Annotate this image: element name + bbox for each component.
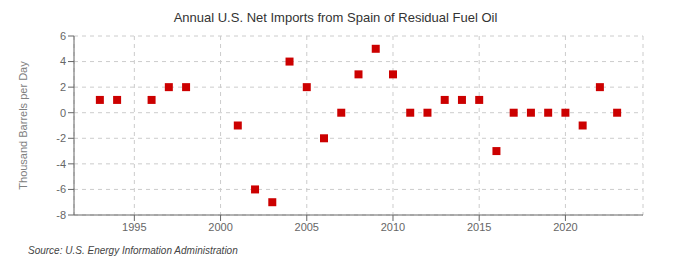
svg-text:0: 0 [60, 107, 66, 119]
svg-text:2005: 2005 [295, 221, 319, 233]
svg-text:Thousand Barrels per Day: Thousand Barrels per Day [17, 61, 29, 190]
svg-text:1995: 1995 [122, 221, 146, 233]
svg-text:2015: 2015 [467, 221, 491, 233]
svg-text:4: 4 [60, 55, 66, 67]
html-text:Source: U.S. Energy Informatio: Source: U.S. Energy Information Administ… [28, 245, 238, 256]
html-text:Annual U.S. Net Imports from S: Annual U.S. Net Imports from Spain of Re… [173, 10, 498, 25]
svg-text:2: 2 [60, 81, 66, 93]
svg-text:2010: 2010 [381, 221, 405, 233]
svg-text:2000: 2000 [208, 221, 232, 233]
svg-text:-8: -8 [56, 209, 66, 221]
svg-text:2020: 2020 [553, 221, 577, 233]
svg-text:6: 6 [60, 30, 66, 42]
svg-text:-4: -4 [56, 158, 66, 170]
svg-text:-2: -2 [56, 132, 66, 144]
svg-text:-6: -6 [56, 183, 66, 195]
